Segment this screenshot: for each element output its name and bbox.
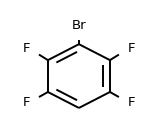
Text: F: F <box>128 43 135 55</box>
Text: F: F <box>128 96 135 109</box>
Text: Br: Br <box>72 19 86 33</box>
Text: F: F <box>22 43 30 55</box>
Text: F: F <box>22 96 30 109</box>
